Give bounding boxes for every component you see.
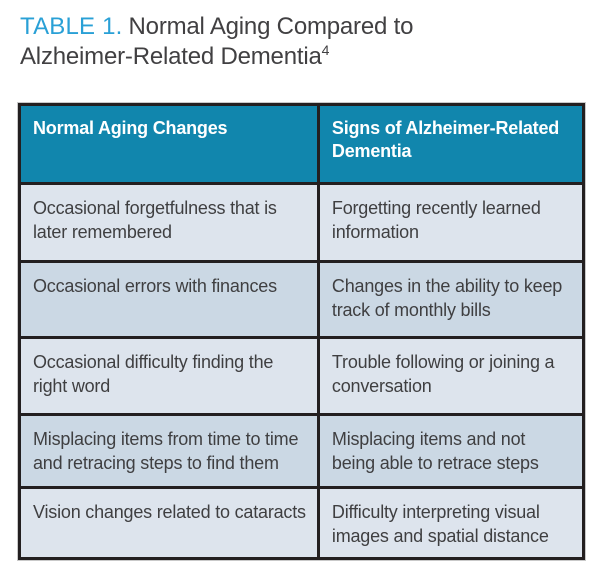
table-row: Misplacing items from time to time and r… (18, 413, 586, 489)
dementia-sign-cell: Misplacing items and not being able to r… (316, 413, 586, 489)
column-header-normal-aging: Normal Aging Changes (18, 103, 320, 185)
normal-aging-cell: Vision changes related to cataracts (18, 486, 320, 560)
comparison-table: Normal Aging Changes Signs of Alzheimer-… (17, 102, 586, 561)
column-header-dementia-signs: Signs of Alzheimer-Related Dementia (316, 103, 586, 185)
normal-aging-cell: Occasional difficulty finding the right … (18, 336, 320, 416)
header-row: Normal Aging Changes Signs of Alzheimer-… (18, 103, 586, 185)
table-title: TABLE 1. Normal Aging Compared to Alzheim… (20, 12, 440, 72)
dementia-sign-cell: Forgetting recently learned information (316, 182, 586, 263)
dementia-sign-cell: Changes in the ability to keep track of … (316, 260, 586, 339)
table-row: Occasional errors with finances Changes … (18, 260, 586, 339)
dementia-sign-cell: Difficulty interpreting visual images an… (316, 486, 586, 560)
normal-aging-cell: Misplacing items from time to time and r… (18, 413, 320, 489)
normal-aging-cell: Occasional forgetfulness that is later r… (18, 182, 320, 263)
dementia-sign-cell: Trouble following or joining a conversat… (316, 336, 586, 416)
table-row: Occasional difficulty finding the right … (18, 336, 586, 416)
reference-superscript: 4 (321, 42, 330, 58)
table-row: Vision changes related to cataracts Diff… (18, 486, 586, 560)
table-number-label: TABLE 1. (20, 13, 123, 40)
table-title-text: Normal Aging Compared to Alzheimer-Relat… (20, 13, 414, 70)
normal-aging-cell: Occasional errors with finances (18, 260, 320, 339)
table-row: Occasional forgetfulness that is later r… (18, 182, 586, 263)
